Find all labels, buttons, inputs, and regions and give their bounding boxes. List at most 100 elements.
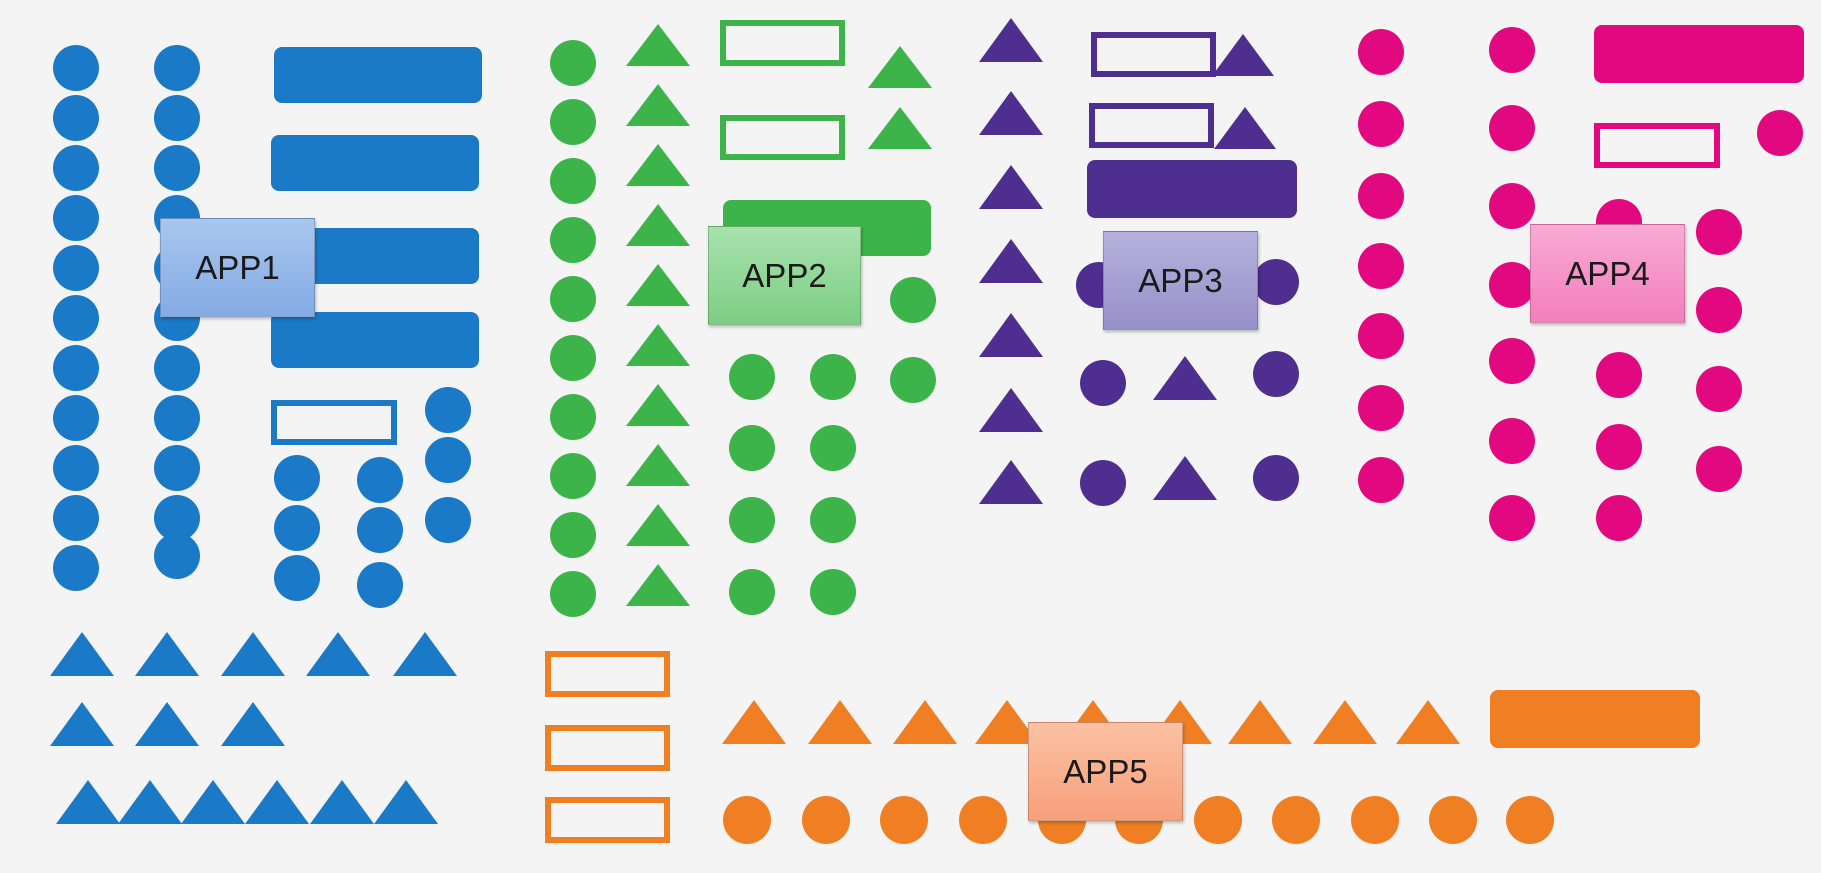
app3-triangle — [979, 388, 1043, 432]
app2-triangle — [626, 264, 690, 306]
app1-triangle — [50, 702, 114, 746]
app2-circle — [729, 497, 775, 543]
app3-circle — [1253, 259, 1299, 305]
app5-triangle — [808, 700, 872, 744]
app4-circle — [1489, 262, 1535, 308]
app1-triangle — [221, 632, 285, 676]
app5-circle — [1351, 796, 1399, 844]
app4-circle — [1489, 495, 1535, 541]
app4-circle — [1757, 110, 1803, 156]
app4-circle — [1358, 101, 1404, 147]
app5-circle — [1429, 796, 1477, 844]
app4-circle — [1489, 183, 1535, 229]
app4-circle — [1596, 352, 1642, 398]
app1-circle — [357, 562, 403, 608]
app4-circle — [1358, 313, 1404, 359]
app2-triangle — [626, 24, 690, 66]
app3-triangle — [979, 239, 1043, 283]
app5-triangle — [1396, 700, 1460, 744]
app2-circle — [729, 425, 775, 471]
app1-circle — [53, 445, 99, 491]
app2-circle — [810, 569, 856, 615]
app1-circle — [154, 45, 200, 91]
app2-triangle — [626, 384, 690, 426]
app1-triangle — [393, 632, 457, 676]
app1-outline-box — [271, 400, 397, 445]
app1-circle — [274, 555, 320, 601]
app2-circle — [550, 571, 596, 617]
app1-circle — [53, 95, 99, 141]
app1-triangle — [306, 632, 370, 676]
app1-circle — [53, 295, 99, 341]
app1-triangle — [310, 780, 374, 824]
app5-label: APP5 — [1028, 722, 1183, 821]
app3-triangle — [979, 460, 1043, 504]
app3-label: APP3 — [1103, 231, 1258, 330]
app1-circle — [357, 507, 403, 553]
app4-outline-box — [1594, 123, 1720, 168]
app1-circle — [425, 437, 471, 483]
app5-circle — [1506, 796, 1554, 844]
app4-circle — [1696, 209, 1742, 255]
app1-circle — [154, 533, 200, 579]
app1-circle — [53, 45, 99, 91]
app2-circle — [729, 354, 775, 400]
app3-triangle — [1153, 456, 1217, 500]
app1-circle — [154, 145, 200, 191]
app5-circle — [802, 796, 850, 844]
app4-circle — [1596, 495, 1642, 541]
app3-outline-box — [1091, 32, 1216, 77]
app3-circle — [1253, 455, 1299, 501]
app1-triangle — [50, 632, 114, 676]
app1-triangle — [118, 780, 182, 824]
app2-circle — [890, 277, 936, 323]
app1-circle — [154, 495, 200, 541]
app4-circle — [1696, 366, 1742, 412]
app2-outline-box — [720, 115, 845, 160]
app2-triangle — [868, 46, 932, 88]
app5-triangle — [722, 700, 786, 744]
app1-circle — [425, 387, 471, 433]
app4-label: APP4 — [1530, 224, 1685, 323]
app1-circle — [154, 345, 200, 391]
app2-triangle — [626, 444, 690, 486]
app2-circle — [890, 357, 936, 403]
app3-outline-box — [1089, 103, 1214, 148]
app2-circle — [810, 497, 856, 543]
app1-circle — [425, 497, 471, 543]
app4-circle — [1358, 29, 1404, 75]
app4-circle — [1696, 287, 1742, 333]
app1-circle — [53, 495, 99, 541]
app4-circle — [1696, 446, 1742, 492]
app5-triangle — [1228, 700, 1292, 744]
app2-circle — [550, 394, 596, 440]
app1-circle — [154, 445, 200, 491]
app1-circle — [274, 455, 320, 501]
app1-circle — [53, 245, 99, 291]
app5-circle — [1272, 796, 1320, 844]
app2-triangle — [626, 144, 690, 186]
app2-circle — [810, 354, 856, 400]
app1-circle — [53, 395, 99, 441]
app2-circle — [810, 425, 856, 471]
app2-circle — [729, 569, 775, 615]
app3-triangle — [979, 91, 1043, 135]
app5-outline-box — [545, 651, 670, 697]
app4-circle — [1489, 418, 1535, 464]
app3-triangle — [1212, 34, 1274, 76]
app4-circle — [1358, 385, 1404, 431]
app4-circle — [1489, 105, 1535, 151]
app5-circle — [1194, 796, 1242, 844]
app3-triangle — [1153, 356, 1217, 400]
app2-triangle — [626, 324, 690, 366]
app5-circle — [880, 796, 928, 844]
app2-circle — [550, 335, 596, 381]
app1-circle — [274, 505, 320, 551]
app1-circle — [357, 457, 403, 503]
app4-circle — [1358, 457, 1404, 503]
app5-circle — [959, 796, 1007, 844]
app2-circle — [550, 276, 596, 322]
app1-circle — [154, 95, 200, 141]
